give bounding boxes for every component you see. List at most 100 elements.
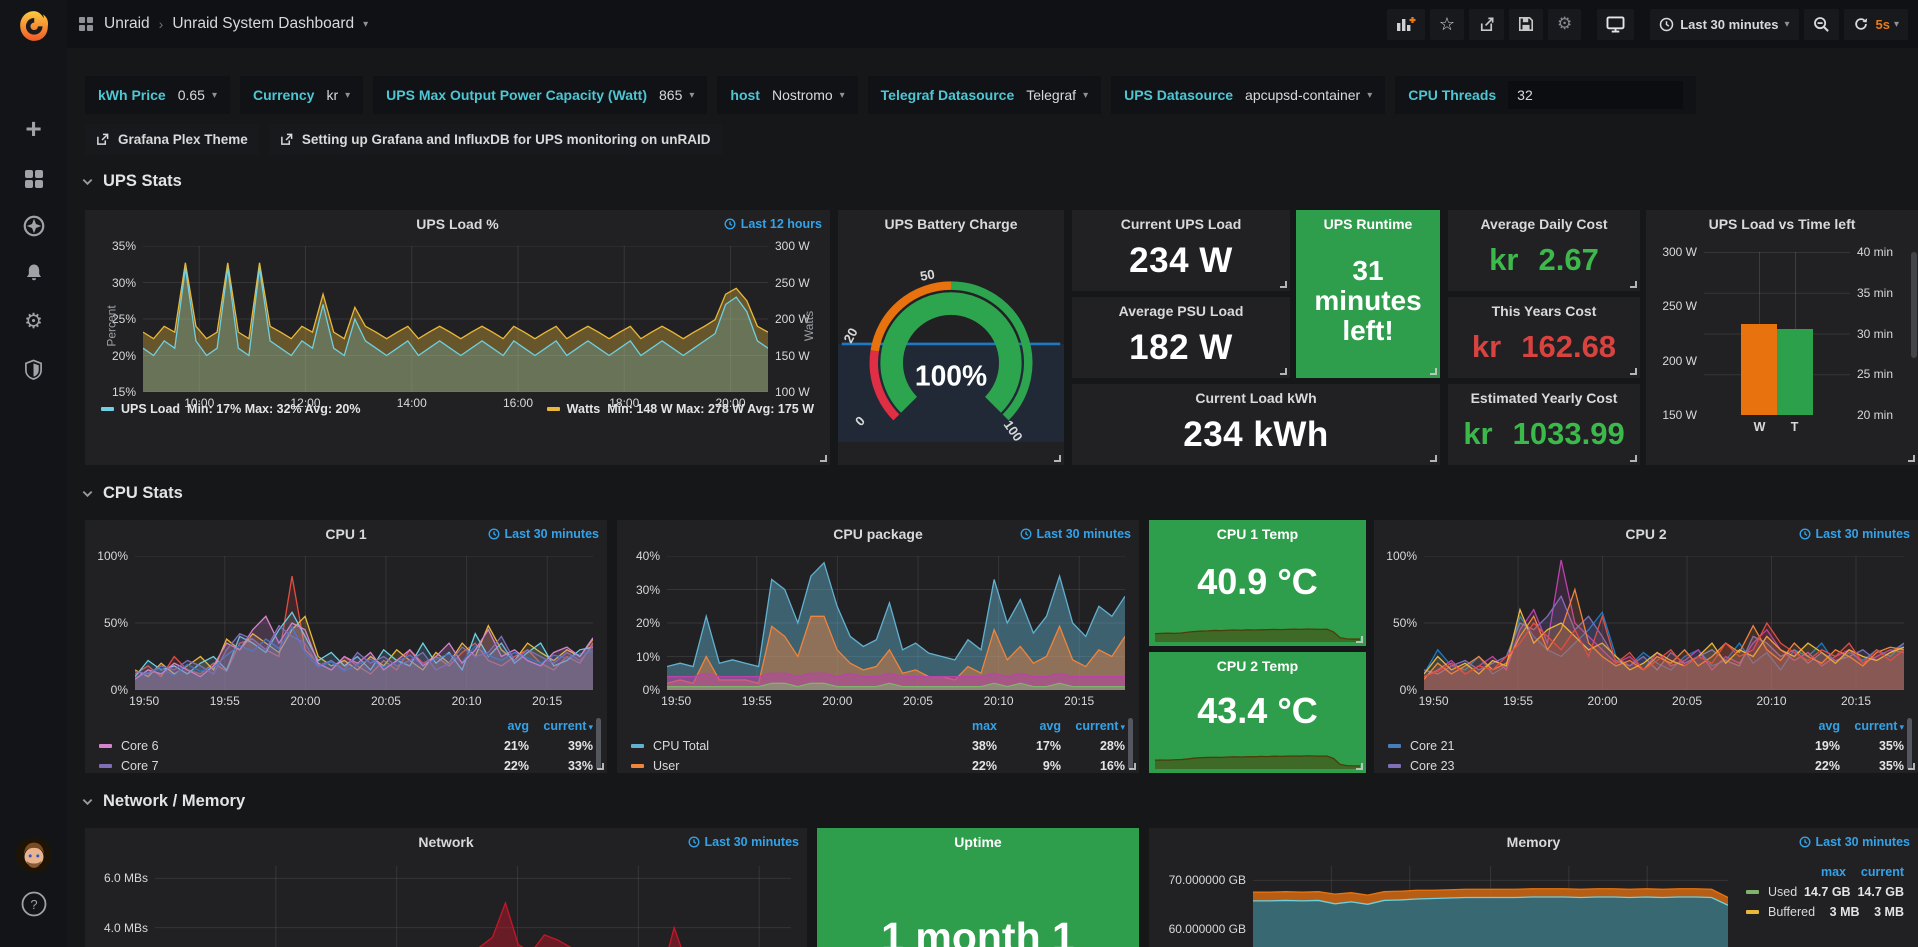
stat-value: 43.4 °C bbox=[1197, 690, 1318, 731]
legend-item[interactable]: UPS Load Min: 17% Max: 32% Avg: 20% bbox=[101, 402, 360, 416]
panel-resize-handle[interactable] bbox=[1630, 281, 1637, 288]
page-scrollbar[interactable] bbox=[1911, 252, 1917, 358]
section-cpu-stats[interactable]: CPU Stats bbox=[81, 484, 183, 503]
share-dashboard-button[interactable] bbox=[1468, 8, 1504, 40]
battery-gauge[interactable]: 0 20 50 100 100% bbox=[838, 238, 1064, 465]
variable-cpu-threads-input[interactable]: 32 bbox=[1508, 81, 1684, 109]
panel-resize-handle[interactable] bbox=[820, 455, 827, 462]
panel-title[interactable]: This Years Cost bbox=[1491, 303, 1597, 319]
axis-tick: 20:00 bbox=[822, 694, 853, 708]
cycle-view-mode-button[interactable] bbox=[1597, 8, 1635, 40]
legend-item[interactable]: Watts Min: 148 W Max: 278 W Avg: 175 W bbox=[546, 402, 814, 416]
cpu1-chart[interactable]: 100% 50% 0% 19:50 19:55 20:00 20:05 20:10 20:15 bbox=[97, 549, 593, 708]
legend-scrollbar[interactable] bbox=[1907, 718, 1912, 770]
cpu-package-chart[interactable]: 40% 30% 20% 10% 0% 19:50 19:55 20:00 20:05 20:10… bbox=[636, 549, 1125, 708]
variable-kwh-price-value[interactable]: 0.65 ▾ bbox=[177, 87, 217, 103]
legend-sort-current[interactable]: current ▾ bbox=[1075, 719, 1125, 733]
panel-title[interactable]: Network bbox=[418, 834, 474, 850]
panel-time-range[interactable]: Last 30 minutes bbox=[1020, 527, 1131, 541]
panel-time-range[interactable]: Last 30 minutes bbox=[1799, 835, 1910, 849]
panel-title[interactable]: CPU 1 Temp bbox=[1216, 526, 1299, 542]
chevron-down-icon[interactable]: ▾ bbox=[363, 18, 369, 30]
legend-sort-current[interactable]: current bbox=[1860, 865, 1904, 879]
panel-time-range[interactable]: Last 30 minutes bbox=[1799, 527, 1910, 541]
panel-resize-handle[interactable] bbox=[1356, 763, 1363, 770]
settings-gear-icon[interactable]: ⚙ bbox=[24, 309, 43, 333]
panel-time-range[interactable]: Last 30 minutes bbox=[488, 527, 599, 541]
user-avatar[interactable] bbox=[0, 835, 67, 875]
panel-resize-handle[interactable] bbox=[1908, 455, 1915, 462]
grafana-logo-icon[interactable] bbox=[0, 6, 67, 46]
ups-load-chart[interactable]: 35% 30% 25% 20% 15% 300 W 250 W 200 W 150 W 100 … bbox=[105, 239, 816, 410]
time-range-picker[interactable]: Last 30 minutes ▾ bbox=[1650, 8, 1799, 40]
help-icon[interactable]: ? bbox=[0, 887, 67, 921]
legend-sort-avg[interactable]: avg bbox=[1039, 719, 1061, 733]
legend-sort-max[interactable]: max bbox=[971, 719, 997, 733]
panel-title[interactable]: Uptime bbox=[954, 834, 1002, 850]
panel-title[interactable]: Current Load kWh bbox=[1195, 390, 1317, 406]
alerting-bell-icon[interactable] bbox=[0, 256, 67, 290]
panel-title[interactable]: UPS Load vs Time left bbox=[1708, 216, 1856, 232]
panel-resize-handle[interactable] bbox=[1129, 763, 1136, 770]
panel-title[interactable]: UPS Battery Charge bbox=[884, 216, 1018, 232]
panel-resize-handle[interactable] bbox=[1280, 368, 1287, 375]
panel-resize-handle[interactable] bbox=[1054, 455, 1061, 462]
dashboard-settings-button[interactable]: ⚙ bbox=[1547, 8, 1582, 40]
panel-title[interactable]: CPU 1 bbox=[325, 526, 367, 542]
refresh-button[interactable]: 5s ▾ bbox=[1843, 8, 1908, 40]
panel-resize-handle[interactable] bbox=[597, 763, 604, 770]
legend-sort-max[interactable]: max bbox=[1820, 865, 1846, 879]
variable-ups-max-output-value[interactable]: 865 ▾ bbox=[659, 87, 695, 103]
panel-title[interactable]: CPU 2 bbox=[1625, 526, 1667, 542]
save-dashboard-button[interactable] bbox=[1508, 8, 1543, 40]
variable-telegraf-datasource-value[interactable]: Telegraf ▾ bbox=[1026, 87, 1089, 103]
legend-sort-avg[interactable]: avg bbox=[1818, 719, 1840, 733]
panel-resize-handle[interactable] bbox=[1430, 455, 1437, 462]
legend-sort-current[interactable]: current ▾ bbox=[1854, 719, 1904, 733]
star-dashboard-button[interactable]: ☆ bbox=[1429, 8, 1464, 40]
panel-title[interactable]: UPS Runtime bbox=[1323, 216, 1413, 232]
cpu2-chart[interactable]: 100% 50% 0% 19:50 19:55 20:00 20:05 20:10 20:15 bbox=[1386, 549, 1904, 708]
legend-sort-avg[interactable]: avg bbox=[507, 719, 529, 733]
link-grafana-plex-theme[interactable]: Grafana Plex Theme bbox=[85, 124, 259, 155]
panel-title[interactable]: Average PSU Load bbox=[1118, 303, 1244, 319]
variable-ups-datasource-value[interactable]: apcupsd-container ▾ bbox=[1245, 87, 1373, 103]
legend-scrollbar[interactable] bbox=[1128, 718, 1133, 770]
admin-shield-icon[interactable] bbox=[0, 352, 67, 386]
panel-title[interactable]: UPS Load % bbox=[416, 216, 499, 232]
panel-resize-handle[interactable] bbox=[1630, 455, 1637, 462]
panel-title[interactable]: Memory bbox=[1506, 834, 1561, 850]
panel-title[interactable]: Current UPS Load bbox=[1120, 216, 1242, 232]
dashboards-icon[interactable] bbox=[0, 162, 67, 196]
legend-scrollbar[interactable] bbox=[596, 718, 601, 770]
add-panel-button[interactable] bbox=[1386, 8, 1425, 40]
panel-resize-handle[interactable] bbox=[1430, 368, 1437, 375]
legend-sort-current[interactable]: current ▾ bbox=[543, 719, 593, 733]
explore-compass-icon[interactable] bbox=[0, 209, 67, 243]
panel-resize-handle[interactable] bbox=[1630, 368, 1637, 375]
bar-W[interactable] bbox=[1741, 323, 1778, 415]
bar-T[interactable] bbox=[1776, 328, 1813, 415]
panel-time-range[interactable]: Last 12 hours bbox=[724, 217, 822, 231]
variable-host-value[interactable]: Nostromo ▾ bbox=[771, 87, 845, 103]
link-ups-monitoring-guide[interactable]: Setting up Grafana and InfluxDB for UPS … bbox=[268, 124, 722, 155]
create-icon[interactable]: + bbox=[25, 113, 42, 144]
panel-resize-handle[interactable] bbox=[1356, 636, 1363, 643]
panel-title[interactable]: CPU 2 Temp bbox=[1216, 658, 1299, 674]
ups-bar-chart[interactable]: 300 W 250 W 200 W 150 W 40 min 35 min 30 min 2… bbox=[1662, 245, 1893, 434]
section-network-memory[interactable]: Network / Memory bbox=[81, 792, 245, 811]
dashboard-grid-icon[interactable] bbox=[79, 17, 93, 31]
panel-title[interactable]: Estimated Yearly Cost bbox=[1470, 390, 1618, 406]
breadcrumb-dashboard-title[interactable]: Unraid System Dashboard bbox=[172, 15, 355, 32]
zoom-out-button[interactable] bbox=[1803, 8, 1839, 40]
panel-resize-handle[interactable] bbox=[1908, 763, 1915, 770]
panel-title[interactable]: Average Daily Cost bbox=[1480, 216, 1608, 232]
panel-title[interactable]: CPU package bbox=[833, 526, 923, 542]
panel-time-range[interactable]: Last 30 minutes bbox=[688, 835, 799, 849]
variable-currency-value[interactable]: kr ▾ bbox=[326, 87, 351, 103]
breadcrumb-folder[interactable]: Unraid bbox=[104, 15, 150, 32]
section-ups-stats[interactable]: UPS Stats bbox=[81, 172, 182, 191]
panel-resize-handle[interactable] bbox=[1280, 281, 1287, 288]
